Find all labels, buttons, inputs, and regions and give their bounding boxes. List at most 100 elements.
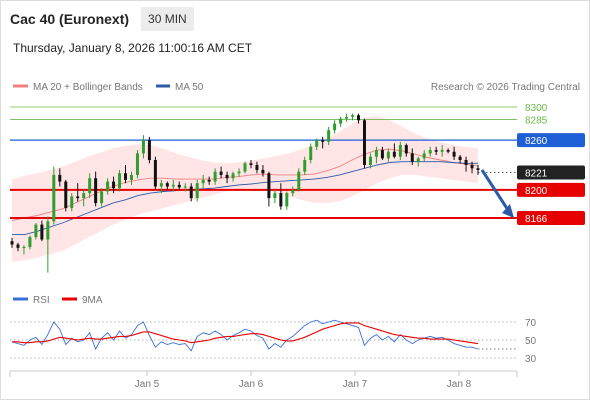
candle (273, 189, 277, 204)
candle-body (195, 183, 199, 199)
rsi-tick-label: 70 (525, 318, 537, 329)
legend-9ma-label: 9MA (82, 295, 103, 306)
legend-ma50-label: MA 50 (175, 82, 204, 93)
candle (124, 164, 128, 184)
candle (446, 148, 450, 154)
candle (58, 168, 62, 187)
candle-body (100, 191, 104, 204)
candle (237, 168, 241, 177)
candle (255, 161, 259, 174)
candle (147, 136, 151, 164)
candle-body (231, 173, 235, 179)
candle (64, 179, 68, 212)
candle (94, 171, 98, 207)
candle (309, 143, 313, 164)
candle-body (476, 168, 480, 170)
level-value-8285: 8285 (525, 115, 548, 126)
x-tick-label: Jan 5 (135, 379, 160, 390)
candle-body (141, 140, 145, 154)
credit-text: Research © 2026 Trading Central (431, 82, 580, 93)
candle (398, 141, 402, 161)
candle (70, 193, 74, 212)
candle (315, 138, 319, 151)
candle (434, 146, 438, 156)
forecast-arrow-head (502, 204, 514, 218)
candle (52, 166, 56, 225)
candle-body (285, 193, 289, 207)
candle-body (201, 179, 205, 184)
candle-body (339, 118, 343, 124)
candle-body (416, 158, 420, 162)
candle-body (46, 221, 50, 240)
candle-body (440, 150, 444, 152)
candle (106, 178, 110, 195)
candle (201, 174, 205, 189)
rsi-tick-label: 50 (525, 336, 537, 347)
candle-body (357, 115, 361, 121)
candle (219, 166, 223, 179)
candle-body (345, 116, 349, 119)
candle-body (129, 174, 133, 180)
level-value-8221: 8221 (525, 168, 548, 179)
candle (303, 156, 307, 175)
candle (88, 173, 92, 199)
candle-body (94, 178, 98, 204)
candle (153, 156, 157, 190)
candle-body (189, 186, 193, 199)
candle-body (112, 181, 116, 189)
candle (171, 179, 175, 192)
candle-body (183, 186, 187, 188)
candle (165, 181, 169, 190)
candle (380, 146, 384, 161)
x-tick-label: Jan 7 (343, 379, 368, 390)
candle-body (70, 196, 74, 209)
candle (404, 143, 408, 157)
candle (464, 156, 468, 172)
candle (452, 146, 456, 161)
candle (16, 242, 20, 252)
level-value-8200: 8200 (525, 186, 548, 197)
candle-body (309, 146, 313, 161)
candle (129, 171, 133, 185)
candle (428, 146, 432, 157)
candle-body (255, 164, 259, 170)
forecast-arrow-line (480, 169, 510, 211)
candle-body (458, 156, 462, 161)
candle-body (159, 183, 163, 187)
candle-body (10, 241, 14, 245)
candle-body (225, 174, 229, 179)
candle (470, 161, 474, 174)
candle (327, 126, 331, 146)
candle-body (380, 150, 384, 159)
candle-body (237, 171, 241, 174)
candle (112, 176, 116, 194)
candle-body (464, 160, 468, 165)
level-value-8260: 8260 (525, 136, 548, 147)
candle-body (374, 150, 378, 157)
candle (40, 220, 44, 242)
candle-body (118, 173, 122, 189)
candle-body (327, 130, 331, 142)
report-datetime: Thursday, January 8, 2026 11:00:16 AM CE… (13, 41, 253, 55)
candle-body (124, 173, 128, 180)
instrument-title: Cac 40 (Euronext) (10, 11, 130, 27)
candle-body (410, 153, 414, 162)
candle (22, 245, 26, 255)
candle (118, 169, 122, 192)
candle-body (315, 140, 319, 147)
candle (458, 155, 462, 164)
candle (100, 188, 104, 207)
candle (177, 181, 181, 190)
timeframe-badge[interactable]: 30 MIN (141, 7, 194, 31)
candle-body (351, 115, 355, 117)
candle-body (165, 183, 169, 187)
level-value-8300: 8300 (525, 103, 548, 114)
candle-body (362, 120, 366, 165)
rsi-9ma-line (12, 322, 479, 345)
candle (141, 135, 145, 159)
candle-body (40, 224, 44, 240)
candle (422, 150, 426, 162)
candle-body (135, 153, 139, 175)
candle (243, 161, 247, 174)
candle-body (207, 179, 211, 182)
